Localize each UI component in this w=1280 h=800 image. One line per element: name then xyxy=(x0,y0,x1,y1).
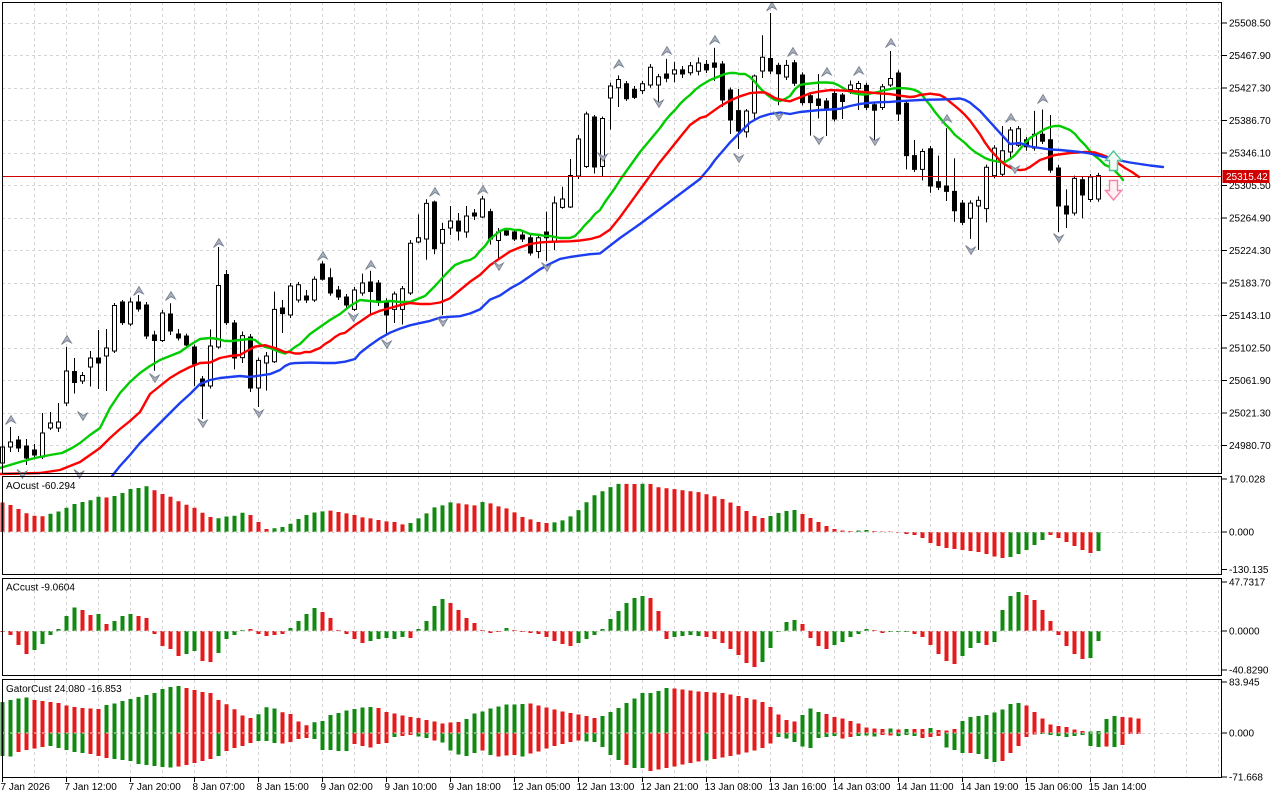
svg-text:25386.70: 25386.70 xyxy=(1229,116,1271,127)
svg-text:25102.50: 25102.50 xyxy=(1229,344,1271,355)
svg-text:0.000: 0.000 xyxy=(1229,729,1254,740)
svg-text:12 Jan 13:00: 12 Jan 13:00 xyxy=(577,782,635,793)
svg-text:25467.90: 25467.90 xyxy=(1229,51,1271,62)
svg-text:83.945: 83.945 xyxy=(1229,678,1260,689)
svg-text:25264.90: 25264.90 xyxy=(1229,214,1271,225)
svg-text:-71.668: -71.668 xyxy=(1229,773,1263,784)
svg-text:25183.70: 25183.70 xyxy=(1229,279,1271,290)
svg-text:14 Jan 03:00: 14 Jan 03:00 xyxy=(833,782,891,793)
svg-text:15 Jan 14:00: 15 Jan 14:00 xyxy=(1089,782,1147,793)
svg-text:9 Jan 18:00: 9 Jan 18:00 xyxy=(449,782,502,793)
svg-text:ACcust -9.0604: ACcust -9.0604 xyxy=(6,583,75,594)
svg-text:25346.10: 25346.10 xyxy=(1229,149,1271,160)
svg-text:25315.42: 25315.42 xyxy=(1226,172,1268,183)
svg-text:14 Jan 19:00: 14 Jan 19:00 xyxy=(961,782,1019,793)
svg-text:25224.30: 25224.30 xyxy=(1229,246,1271,257)
svg-text:25021.30: 25021.30 xyxy=(1229,409,1271,420)
svg-text:25427.30: 25427.30 xyxy=(1229,84,1271,95)
svg-text:13 Jan 16:00: 13 Jan 16:00 xyxy=(769,782,827,793)
svg-text:9 Jan 10:00: 9 Jan 10:00 xyxy=(385,782,438,793)
svg-text:15 Jan 06:00: 15 Jan 06:00 xyxy=(1025,782,1083,793)
svg-text:-130.135: -130.135 xyxy=(1229,565,1269,576)
svg-text:-40.8290: -40.8290 xyxy=(1229,666,1269,677)
svg-text:7 Jan 2026: 7 Jan 2026 xyxy=(1,782,51,793)
svg-text:GatorCust 24.080 -16.853: GatorCust 24.080 -16.853 xyxy=(6,684,122,695)
svg-text:24980.70: 24980.70 xyxy=(1229,441,1271,452)
svg-text:25305.50: 25305.50 xyxy=(1229,181,1271,192)
svg-text:13 Jan 08:00: 13 Jan 08:00 xyxy=(705,782,763,793)
svg-text:170.028: 170.028 xyxy=(1229,475,1266,486)
svg-text:AOcust -60.294: AOcust -60.294 xyxy=(6,481,76,492)
svg-text:25508.50: 25508.50 xyxy=(1229,19,1271,30)
svg-text:12 Jan 21:00: 12 Jan 21:00 xyxy=(641,782,699,793)
svg-text:0.0000: 0.0000 xyxy=(1229,627,1260,638)
svg-text:14 Jan 11:00: 14 Jan 11:00 xyxy=(897,782,955,793)
svg-text:7 Jan 20:00: 7 Jan 20:00 xyxy=(129,782,182,793)
svg-text:47.7317: 47.7317 xyxy=(1229,578,1266,589)
svg-text:9 Jan 02:00: 9 Jan 02:00 xyxy=(321,782,374,793)
svg-text:8 Jan 07:00: 8 Jan 07:00 xyxy=(193,782,246,793)
svg-text:25143.10: 25143.10 xyxy=(1229,311,1271,322)
svg-text:25061.90: 25061.90 xyxy=(1229,376,1271,387)
svg-text:8 Jan 15:00: 8 Jan 15:00 xyxy=(257,782,310,793)
svg-text:12 Jan 05:00: 12 Jan 05:00 xyxy=(513,782,571,793)
svg-text:7 Jan 12:00: 7 Jan 12:00 xyxy=(65,782,118,793)
svg-text:0.000: 0.000 xyxy=(1229,528,1254,539)
